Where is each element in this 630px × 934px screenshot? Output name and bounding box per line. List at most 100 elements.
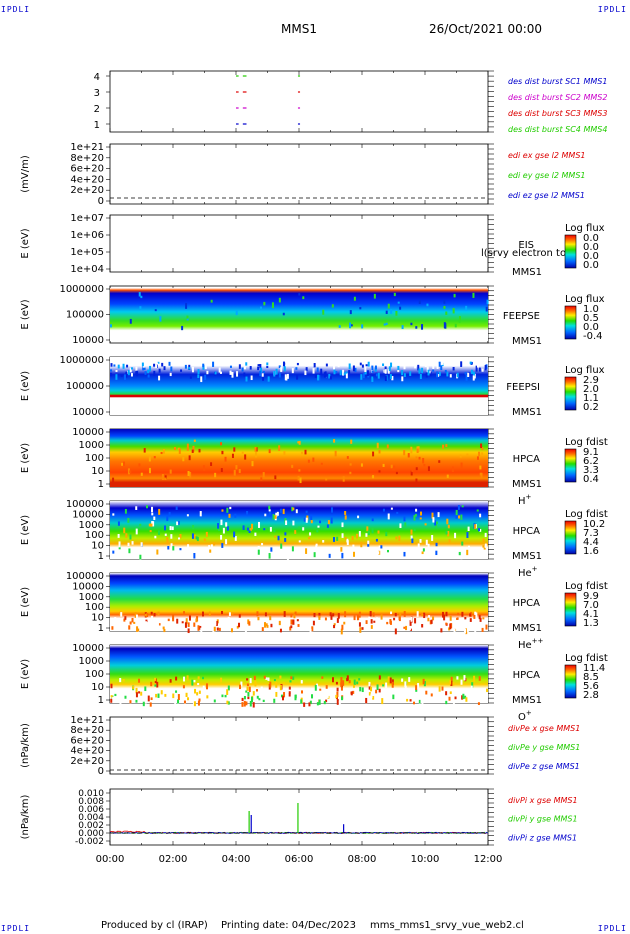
oplus-pixel xyxy=(340,685,343,691)
feepse-pixel xyxy=(139,306,142,309)
heplus-pixel xyxy=(127,542,130,546)
feepsi-pixel xyxy=(147,369,150,374)
heplus-pixel xyxy=(414,513,417,517)
heplus-pixel xyxy=(248,530,251,533)
heplus-pixel xyxy=(460,554,463,560)
heplus-pixel xyxy=(129,534,132,540)
heplus-pixel xyxy=(280,543,283,549)
oplus-pixel xyxy=(325,685,328,689)
footer-script-name: mms_mms1_srvy_vue_web2.cl xyxy=(370,920,524,931)
feepsi-pixel xyxy=(110,363,113,367)
oplus-colorbar-title: Log fdist xyxy=(565,653,608,664)
oplus-instrument-label: HPCA xyxy=(513,670,541,681)
oplus-pixel xyxy=(471,682,474,688)
heplusplus-pixel xyxy=(403,611,406,617)
heplus-pixel xyxy=(330,517,333,524)
heplus-pixel xyxy=(388,547,391,551)
heplus-pixel xyxy=(351,535,354,541)
hplus-tick-label: 100 xyxy=(85,453,104,464)
heplus-pixel xyxy=(284,532,287,536)
heplus-pixel xyxy=(157,530,160,535)
feepsi-pixel xyxy=(449,374,452,378)
feepse-pixel xyxy=(322,309,325,315)
feepsi-pixel xyxy=(257,366,260,371)
oplus-pixel xyxy=(375,689,378,694)
heplus-pixel xyxy=(326,524,329,528)
heplusplus-pixel xyxy=(457,612,460,616)
feepsi-pixel xyxy=(343,372,346,376)
feepsi-pixel xyxy=(432,369,435,372)
feepsi-pixel xyxy=(438,371,441,376)
feepse-pixel xyxy=(186,317,189,321)
oplus-pixel xyxy=(415,685,418,690)
heplus-pixel xyxy=(169,526,172,531)
feepsi-pixel xyxy=(283,362,286,365)
burst-tick-label: 3 xyxy=(94,88,100,99)
oplus-pixel xyxy=(262,699,265,703)
heplus-species-label: He+ xyxy=(518,565,538,579)
heplus-pixel xyxy=(341,552,344,559)
heplus-pixel xyxy=(168,512,171,517)
feepsi-pixel xyxy=(472,375,475,381)
feepse-pixel xyxy=(210,299,213,303)
feepsi-tick-label: 1000000 xyxy=(59,355,104,366)
heplusplus-pixel xyxy=(270,623,273,628)
heplus-pixel xyxy=(269,526,272,532)
hplus-colorbar-tick: 3.3 xyxy=(583,465,599,476)
oplus-pixel xyxy=(135,692,138,698)
heplus-pixel xyxy=(340,547,343,552)
footer-printing-date: Printing date: 04/Dec/2023 xyxy=(221,920,357,931)
divpi-panel-frame xyxy=(109,788,489,846)
divpe-y-axis-label: (nPa/km) xyxy=(20,723,31,768)
oplus-pixel xyxy=(201,692,204,696)
heplusplus-pixel xyxy=(187,622,190,627)
heplusplus-pixel xyxy=(185,618,188,624)
eis-colorbar xyxy=(564,234,577,269)
feepsi-pixel xyxy=(425,372,428,378)
oplus-pixel xyxy=(326,695,329,698)
heplus-pixel xyxy=(272,514,275,520)
feepsi-pixel xyxy=(345,372,348,379)
oplus-colorbar-tick: 5.6 xyxy=(583,681,599,692)
heplus-pixel xyxy=(460,514,463,520)
corner-tag-top-right: IPDLI xyxy=(597,5,627,14)
oplus-pixel xyxy=(420,698,423,703)
heplus-pixel xyxy=(268,509,271,512)
heplusplus-pixel xyxy=(408,627,411,631)
eis-colorbar-tick: 0.0 xyxy=(583,242,599,253)
hplus-colorbar xyxy=(564,448,577,483)
feepsi-pixel xyxy=(371,365,374,371)
heplusplus-pixel xyxy=(440,628,443,633)
corner-tag-bottom-left: IPDLI xyxy=(1,924,31,933)
hplus-pixel xyxy=(438,460,441,463)
hplus-pixel xyxy=(255,447,258,452)
heplus-pixel xyxy=(320,548,323,552)
heplus-pixel xyxy=(375,538,378,542)
feepsi-tick-label: 10000 xyxy=(72,407,104,418)
feepsi-pixel xyxy=(262,371,265,374)
hplus-tick-label: 1 xyxy=(98,479,104,490)
hplus-pixel xyxy=(372,451,375,457)
oplus-pixel xyxy=(123,688,126,693)
eis-colorbar-tick: 0.0 xyxy=(583,260,599,271)
heplusplus-colorbar-tick: 1.3 xyxy=(583,618,599,629)
oplus-pixel xyxy=(282,695,285,701)
efield-tick-label: 6e+20 xyxy=(70,164,104,175)
oplus-pixel xyxy=(246,687,249,691)
heplusplus-pixel xyxy=(296,619,299,622)
feepsi-pixel xyxy=(280,366,283,372)
oplus-pixel xyxy=(245,701,248,706)
feepsi-colorbar-tick: 2.9 xyxy=(583,375,599,386)
oplus-pixel xyxy=(461,695,464,700)
oplus-pixel xyxy=(288,691,291,694)
heplusplus-spacecraft-label: MMS1 xyxy=(512,623,542,634)
hplus-pixel xyxy=(415,456,418,459)
heplus-pixel xyxy=(310,514,313,520)
heplus-pixel xyxy=(209,549,212,553)
hplus-pixel xyxy=(360,463,363,467)
heplusplus-pixel xyxy=(344,611,347,618)
heplus-pixel xyxy=(317,525,320,528)
feepsi-pixel xyxy=(113,364,116,367)
feepse-instrument-label: FEEPSE xyxy=(503,311,540,322)
heplusplus-pixel xyxy=(474,611,477,615)
